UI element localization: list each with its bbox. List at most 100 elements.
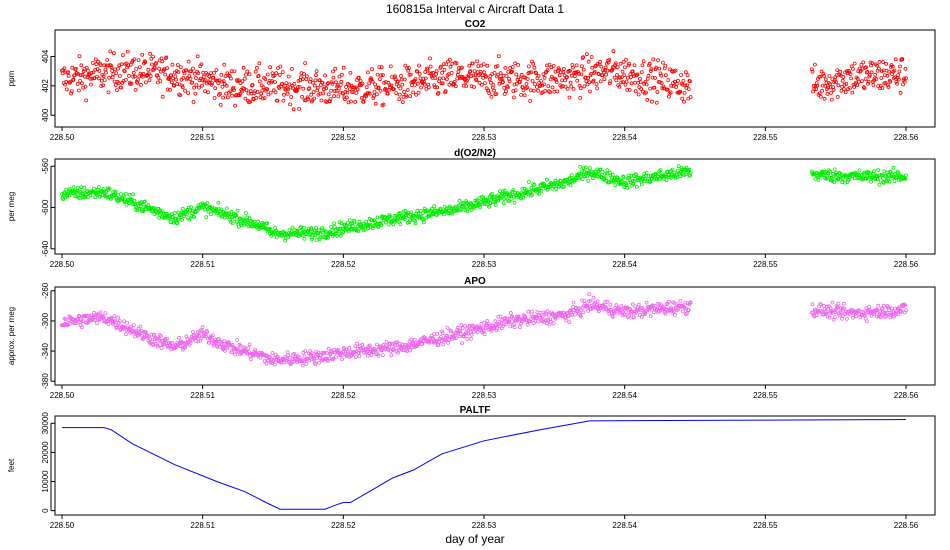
point-co2 <box>396 84 401 88</box>
point-o2n2 <box>507 199 511 204</box>
point-apo <box>824 311 829 316</box>
point-co2 <box>64 87 69 92</box>
point-co2 <box>614 78 619 83</box>
point-co2 <box>151 54 156 59</box>
point-apo <box>373 348 378 353</box>
point-co2 <box>175 82 180 86</box>
point-apo <box>390 341 394 346</box>
point-o2n2 <box>608 173 613 178</box>
point-co2 <box>657 66 662 71</box>
point-co2 <box>478 69 483 74</box>
point-apo <box>116 315 120 320</box>
point-co2 <box>505 85 510 90</box>
point-o2n2 <box>230 221 235 226</box>
x-tick-label-co2: 228.56 <box>894 133 919 142</box>
point-o2n2 <box>84 192 88 197</box>
point-co2 <box>118 74 122 78</box>
point-o2n2 <box>598 168 602 172</box>
point-o2n2 <box>157 215 162 220</box>
point-o2n2 <box>303 232 308 237</box>
point-co2 <box>824 80 829 85</box>
point-apo <box>159 346 164 350</box>
point-apo <box>571 300 576 305</box>
point-apo <box>180 340 185 345</box>
point-o2n2 <box>96 191 101 196</box>
point-co2 <box>72 73 77 78</box>
point-co2 <box>531 61 536 66</box>
point-co2 <box>140 52 145 57</box>
point-apo <box>284 356 289 361</box>
point-o2n2 <box>678 174 683 179</box>
point-o2n2 <box>840 180 844 185</box>
point-co2 <box>645 97 650 102</box>
point-o2n2 <box>301 225 306 230</box>
point-co2 <box>338 83 343 87</box>
point-o2n2 <box>142 199 147 204</box>
point-co2 <box>111 72 116 76</box>
point-apo <box>210 333 215 338</box>
point-o2n2 <box>379 223 384 228</box>
point-co2 <box>846 68 851 73</box>
point-co2 <box>565 75 569 79</box>
point-co2 <box>585 82 590 87</box>
point-apo <box>152 332 157 337</box>
point-o2n2 <box>330 234 335 238</box>
point-apo <box>854 314 858 319</box>
point-co2 <box>895 81 899 86</box>
point-co2 <box>620 69 625 74</box>
point-apo <box>196 333 201 338</box>
point-apo <box>445 325 450 330</box>
point-co2 <box>900 57 905 62</box>
point-co2 <box>826 85 831 90</box>
point-co2 <box>863 77 868 81</box>
point-co2 <box>347 83 352 87</box>
point-apo <box>630 309 634 314</box>
point-co2 <box>371 96 376 100</box>
point-co2 <box>832 80 837 85</box>
point-apo <box>188 341 193 345</box>
point-apo <box>469 336 473 341</box>
point-o2n2 <box>892 179 897 184</box>
point-co2 <box>137 65 142 69</box>
point-co2 <box>218 103 223 107</box>
point-o2n2 <box>356 229 361 234</box>
point-co2 <box>170 62 175 67</box>
point-o2n2 <box>283 238 288 243</box>
point-apo <box>411 341 416 346</box>
point-apo <box>357 354 362 359</box>
point-co2 <box>266 92 271 97</box>
point-co2 <box>359 96 364 100</box>
point-co2 <box>842 82 847 87</box>
point-o2n2 <box>407 220 412 225</box>
point-o2n2 <box>184 212 189 217</box>
point-co2 <box>415 81 420 86</box>
point-o2n2 <box>415 208 420 213</box>
point-co2 <box>109 65 114 70</box>
point-co2 <box>821 71 826 76</box>
point-co2 <box>297 85 302 89</box>
point-o2n2 <box>450 211 455 216</box>
point-co2 <box>203 89 207 93</box>
point-o2n2 <box>419 214 424 219</box>
point-apo <box>630 302 635 307</box>
point-o2n2 <box>238 217 243 222</box>
point-co2 <box>665 87 670 92</box>
point-o2n2 <box>234 213 239 218</box>
point-apo <box>314 350 318 355</box>
point-co2 <box>280 70 285 74</box>
point-o2n2 <box>583 165 588 170</box>
point-co2 <box>874 77 879 81</box>
point-co2 <box>602 77 607 82</box>
point-co2 <box>496 54 501 59</box>
point-co2 <box>382 80 387 85</box>
point-co2 <box>667 94 671 99</box>
point-co2 <box>494 92 499 96</box>
point-co2 <box>102 78 107 82</box>
point-o2n2 <box>646 174 651 179</box>
point-co2 <box>623 65 627 70</box>
point-co2 <box>172 83 177 88</box>
point-co2 <box>99 78 104 83</box>
point-co2 <box>474 78 479 83</box>
point-co2 <box>887 69 891 74</box>
point-co2 <box>178 65 183 70</box>
